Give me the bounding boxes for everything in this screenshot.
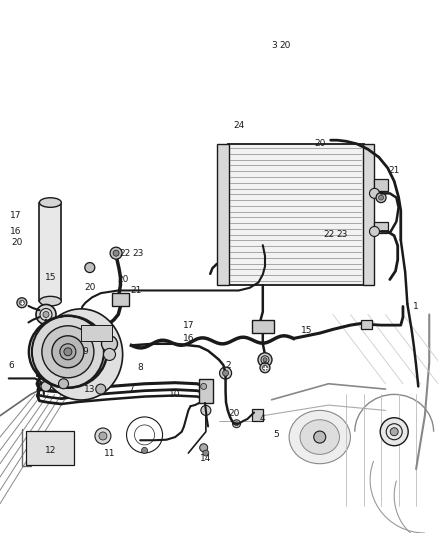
Circle shape [17,298,27,308]
Circle shape [223,370,229,376]
Circle shape [370,227,379,237]
Text: 23: 23 [336,230,347,239]
Circle shape [32,316,104,388]
Text: 16: 16 [10,228,21,236]
Text: 20: 20 [229,409,240,417]
Bar [374,179,388,191]
Circle shape [141,447,148,454]
Text: 21: 21 [389,166,400,175]
Circle shape [60,344,76,360]
Text: 16: 16 [183,334,194,343]
Circle shape [103,349,116,360]
Circle shape [102,336,117,352]
Text: 3: 3 [271,41,277,50]
Text: 5: 5 [273,430,279,439]
Text: 8: 8 [137,364,143,372]
Text: 6: 6 [8,361,14,369]
Text: 17: 17 [183,321,194,329]
Circle shape [99,432,107,440]
Text: 20: 20 [314,140,325,148]
Bar [228,144,364,285]
Circle shape [110,247,122,259]
Bar [252,409,263,421]
Bar [217,144,229,285]
Text: 20: 20 [12,238,23,247]
Text: 14: 14 [200,454,212,463]
Circle shape [258,353,272,367]
Ellipse shape [39,309,123,400]
Text: 13: 13 [84,385,95,393]
Circle shape [96,384,106,394]
Bar [39,203,61,301]
Circle shape [42,326,94,378]
Text: 22: 22 [323,230,334,239]
Text: 7: 7 [128,385,134,393]
Text: 22: 22 [119,249,131,257]
Circle shape [263,358,267,362]
Circle shape [52,336,84,368]
Circle shape [64,348,72,356]
Ellipse shape [39,198,61,207]
Circle shape [95,428,111,444]
Text: 1: 1 [413,302,419,311]
Circle shape [19,300,25,305]
Text: 4: 4 [260,414,265,423]
Text: 21: 21 [130,286,141,295]
Text: 20: 20 [279,41,290,50]
Text: 15: 15 [45,273,56,281]
Circle shape [43,311,49,318]
Text: 15: 15 [301,326,312,335]
Text: 12: 12 [45,446,56,455]
Bar [26,431,74,465]
Text: 20: 20 [117,276,128,284]
Circle shape [370,188,379,198]
Circle shape [376,192,386,203]
Circle shape [262,365,268,370]
Circle shape [113,250,119,256]
Bar [252,320,274,333]
Circle shape [36,304,56,325]
Circle shape [201,406,211,415]
Circle shape [201,383,207,390]
Bar [361,320,372,329]
Circle shape [59,379,68,389]
Bar [199,379,213,403]
Circle shape [380,418,408,446]
Circle shape [234,422,239,426]
Text: 11: 11 [104,449,115,457]
Circle shape [390,427,398,436]
Text: 10: 10 [170,390,181,399]
Circle shape [233,419,240,428]
Text: 17: 17 [10,212,21,220]
Circle shape [41,382,51,391]
Circle shape [203,450,209,456]
Ellipse shape [289,410,350,464]
Circle shape [200,443,208,452]
Circle shape [85,263,95,272]
Text: 24: 24 [233,121,244,130]
Circle shape [314,431,326,443]
Bar [363,144,374,285]
Circle shape [378,195,384,200]
Bar [112,293,129,306]
Circle shape [87,265,92,270]
Bar [81,325,112,341]
Bar [374,222,388,233]
Text: 9: 9 [82,348,88,356]
Text: 20: 20 [84,284,95,292]
Text: 2: 2 [225,361,230,369]
Text: 23: 23 [132,249,144,257]
Ellipse shape [300,420,339,454]
Circle shape [260,363,270,373]
Ellipse shape [39,296,61,306]
Circle shape [219,367,232,379]
